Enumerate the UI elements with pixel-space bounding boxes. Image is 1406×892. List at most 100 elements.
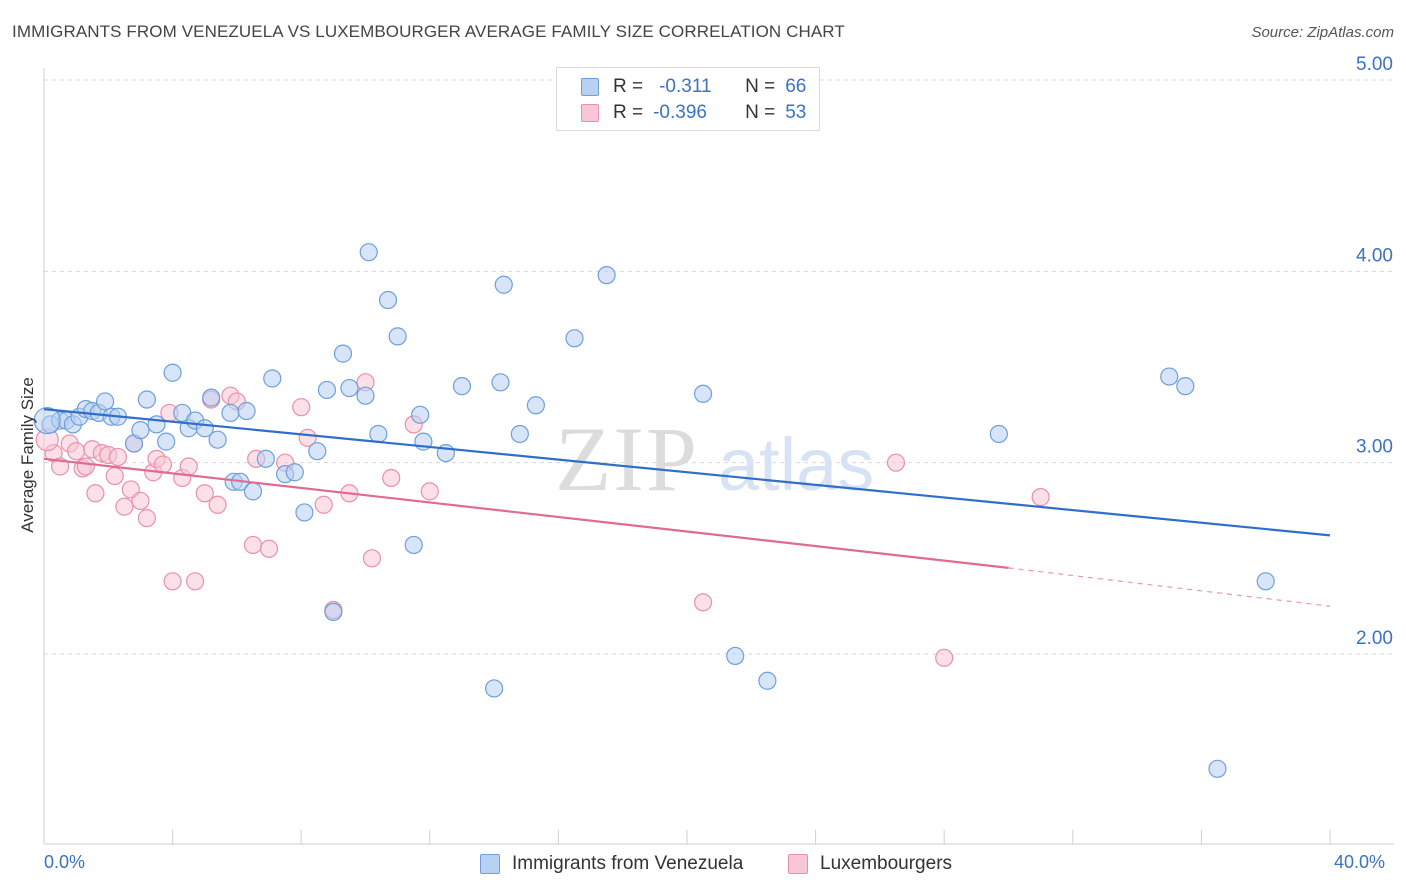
bottom-legend-swatch-blue — [480, 854, 500, 874]
y-tick-label: 5.00 — [1356, 54, 1393, 75]
x-tick-label-min: 0.0% — [44, 852, 86, 872]
luxembourgers-point — [179, 457, 198, 476]
venezuela-point — [208, 430, 227, 449]
venezuela-point — [263, 369, 282, 388]
venezuela-point — [157, 432, 176, 451]
venezuela-point — [388, 327, 407, 346]
x-tick-label-max: 40.0% — [1334, 852, 1386, 872]
venezuela-point — [758, 671, 777, 690]
luxembourgers-point — [208, 495, 227, 514]
venezuela-point — [1160, 367, 1179, 386]
venezuela-point — [137, 390, 156, 409]
venezuela-point — [340, 378, 359, 398]
luxembourgers-point — [131, 491, 150, 511]
venezuela-point — [163, 363, 182, 382]
venezuela-point — [256, 449, 275, 468]
watermark-atlas: atlas — [718, 423, 874, 506]
venezuela-point — [237, 401, 256, 421]
watermark: ZIP atlas — [555, 408, 874, 510]
legend-r-label: R = — [613, 102, 644, 123]
trend-lines — [43, 407, 1331, 607]
luxembourgers-point — [105, 466, 124, 486]
legend-swatch-blue — [581, 78, 599, 96]
bottom-legend-venezuela: Immigrants from Venezuela — [480, 853, 743, 875]
luxembourgers-point — [1031, 488, 1050, 507]
bottom-legend-luxembourgers: Luxembourgers — [788, 853, 952, 875]
venezuela-point — [485, 679, 504, 698]
stats-legend: R = -0.311 N = 66 R = -0.396 N = 53 — [556, 67, 820, 131]
venezuela-point — [285, 463, 304, 482]
venezuela-point — [33, 406, 61, 435]
venezuela-point — [359, 243, 378, 262]
axes — [43, 68, 1394, 845]
venezuela-point — [989, 424, 1008, 444]
legend-n-value: 66 — [785, 76, 807, 97]
luxembourgers-point — [108, 447, 128, 467]
legend-n-label: N = — [745, 102, 776, 123]
venezuela-point — [95, 392, 115, 411]
venezuela-point — [202, 388, 221, 407]
luxembourgers-point — [76, 457, 95, 476]
venezuela-point — [131, 421, 150, 440]
venezuela-point — [1208, 759, 1227, 778]
legend-row-luxembourgers: R = -0.396 N = 53 — [581, 101, 806, 125]
y-tick-label: 3.00 — [1356, 437, 1393, 458]
y-tick-label: 2.00 — [1356, 628, 1393, 649]
chart-title: IMMIGRANTS FROM VENEZUELA VS LUXEMBOURGE… — [12, 22, 845, 41]
venezuela-point — [147, 415, 166, 434]
y-tick-labels: 2.00 3.00 4.00 5.00 — [1356, 54, 1393, 649]
venezuela-point — [491, 373, 510, 392]
legend-row-venezuela: R = -0.311 N = 66 — [581, 75, 806, 99]
luxembourgers-point — [292, 398, 311, 417]
venezuela-point — [243, 482, 263, 501]
luxembourgers-point — [693, 593, 713, 612]
luxembourgers-point — [259, 539, 279, 558]
venezuela-point — [526, 396, 545, 415]
luxembourgers-point — [163, 572, 182, 591]
legend-n-value: 53 — [785, 102, 807, 123]
y-tick-label: 4.00 — [1356, 245, 1393, 266]
venezuela-point — [726, 646, 745, 666]
legend-n-label: N = — [745, 76, 776, 97]
venezuela-point — [221, 403, 240, 423]
venezuela-point — [404, 535, 423, 555]
luxembourgers-point — [935, 648, 954, 667]
venezuela-point — [308, 442, 327, 461]
venezuela-point — [494, 275, 513, 294]
luxembourgers-point — [382, 468, 401, 488]
venezuela-point — [597, 266, 616, 285]
watermark-zip: ZIP — [555, 408, 699, 510]
luxembourgers-point — [362, 549, 382, 568]
venezuela-point — [356, 386, 375, 405]
legend-r-label: R = — [613, 76, 644, 97]
luxembourgers-point — [137, 509, 156, 528]
venezuela-point — [369, 424, 388, 444]
venezuela-point — [378, 290, 398, 310]
legend-r-value: -0.396 — [653, 102, 707, 123]
venezuela-point — [510, 424, 529, 444]
luxembourgers-point — [886, 453, 906, 472]
venezuela-point — [317, 380, 337, 400]
luxembourgers-point — [186, 572, 205, 591]
venezuela-point — [1256, 572, 1275, 591]
bottom-legend-label: Luxembourgers — [820, 853, 953, 874]
luxembourgers-point — [86, 484, 105, 503]
luxembourgers-point — [115, 497, 134, 516]
venezuela-point — [324, 602, 343, 622]
venezuela-point — [452, 377, 472, 396]
luxembourgers-point — [314, 495, 333, 514]
legend-swatch-pink — [581, 104, 599, 122]
source-label: Source: ZipAtlas.com — [1251, 24, 1394, 41]
luxembourgers-trend-extension — [1008, 567, 1331, 607]
venezuela-point — [693, 384, 713, 403]
venezuela-trend-line — [43, 407, 1331, 537]
bottom-legend-swatch-pink — [788, 854, 808, 874]
luxembourgers-point — [195, 484, 214, 503]
y-axis-title: Average Family Size — [18, 377, 37, 533]
venezuela-point — [411, 405, 430, 424]
grid-lines — [44, 79, 1394, 655]
venezuela-point — [295, 503, 314, 522]
venezuela-point — [565, 329, 584, 348]
venezuela-point — [1176, 377, 1195, 396]
